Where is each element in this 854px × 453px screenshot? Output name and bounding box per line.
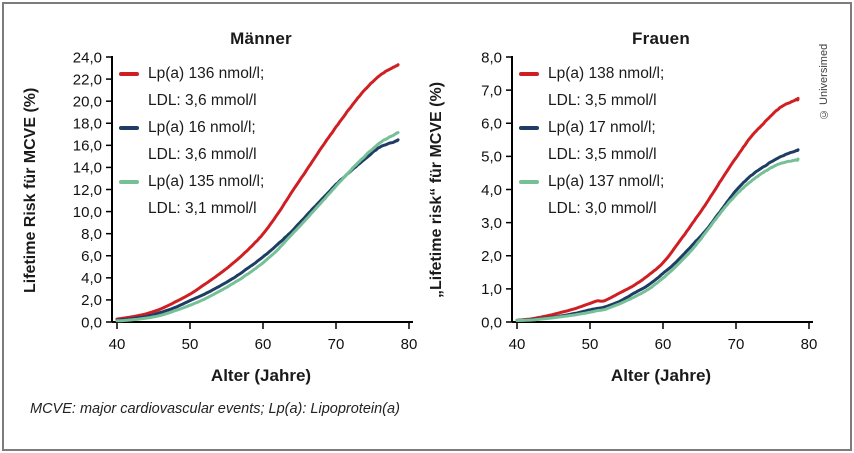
legend-dash (519, 72, 539, 76)
legend-label-line2: LDL: 3,0 mmol/l (548, 200, 657, 217)
legend-label-line1: Lp(a) 136 nmol/l; (148, 65, 265, 82)
legend-item: Lp(a) 135 nmol/l; LDL: 3,1 mmol/l (119, 168, 264, 222)
y-tick-label: 16,0 (73, 138, 102, 155)
x-tick-label: 70 (728, 336, 745, 353)
legend-dash (519, 126, 539, 130)
legend-frauen: Lp(a) 138 nmol/l; LDL: 3,5 mmol/l Lp(a) 17… (519, 60, 664, 222)
series-line-0 (515, 96, 800, 322)
y-tick-label: 5,0 (481, 149, 502, 166)
legend-dash (119, 126, 139, 130)
y-tick-label: 2,0 (481, 248, 502, 265)
legend-label-line2: LDL: 3,5 mmol/l (548, 92, 657, 109)
series-line-2 (515, 157, 800, 323)
y-tick-label: 8,0 (81, 226, 102, 243)
y-tick-label: 8,0 (481, 49, 502, 66)
legend-label: Lp(a) 136 nmol/l; LDL: 3,6 mmol/l (148, 60, 264, 114)
legend-label: Lp(a) 138 nmol/l; LDL: 3,5 mmol/l (548, 60, 664, 114)
y-tick-label: 6,0 (81, 248, 102, 265)
y-tick-label: 1,0 (481, 281, 502, 298)
y-axis-label-maenner: Lifetime Risk für MCVE (%) (22, 87, 39, 293)
legend-label-line2: LDL: 3,1 mmol/l (148, 200, 257, 217)
legend-label-line1: Lp(a) 16 nmol/l; (148, 119, 256, 136)
x-tick-label: 80 (401, 336, 418, 353)
legend-label-line1: Lp(a) 17 nmol/l; (548, 119, 656, 136)
y-tick-label: 0,0 (481, 314, 502, 331)
series-line-2 (115, 131, 400, 323)
y-tick-label: 14,0 (73, 160, 102, 177)
y-tick-label: 0,0 (81, 314, 102, 331)
x-tick-label: 60 (255, 336, 272, 353)
legend-label: Lp(a) 137 nmol/l; LDL: 3,0 mmol/l (548, 168, 664, 222)
footnote: MCVE: major cardiovascular events; Lp(a)… (30, 401, 400, 417)
y-tick-label: 12,0 (73, 182, 102, 199)
y-tick-label: 20,0 (73, 93, 102, 110)
y-tick-label: 22,0 (73, 71, 102, 88)
x-tick-label: 50 (182, 336, 199, 353)
x-tick-label: 80 (801, 336, 818, 353)
legend-label-line1: Lp(a) 138 nmol/l; (548, 65, 665, 82)
legend-item: Lp(a) 16 nmol/l; LDL: 3,6 mmol/l (119, 114, 264, 168)
legend-label-line1: Lp(a) 135 nmol/l; (148, 173, 265, 190)
series-line-1 (115, 138, 400, 322)
legend-label: Lp(a) 135 nmol/l; LDL: 3,1 mmol/l (148, 168, 264, 222)
y-tick-label: 10,0 (73, 204, 102, 221)
y-tick-label: 7,0 (481, 82, 502, 99)
y-tick-label: 6,0 (481, 116, 502, 133)
copyright-credit: © Universimed (818, 43, 830, 120)
y-tick-label: 4,0 (81, 270, 102, 287)
legend-item: Lp(a) 136 nmol/l; LDL: 3,6 mmol/l (119, 60, 264, 114)
x-tick-label: 50 (582, 336, 599, 353)
x-tick-label: 40 (109, 336, 126, 353)
legend-dash (119, 72, 139, 76)
legend-maenner: Lp(a) 136 nmol/l; LDL: 3,6 mmol/l Lp(a) 16… (119, 60, 264, 222)
chart-maenner: 0,0 2,0 4,0 6,0 8,0 10,0 12,0 14,0 16,0 18,0 20,0 2… (73, 49, 418, 353)
x-tick-label: 60 (655, 336, 672, 353)
y-tick-label: 18,0 (73, 116, 102, 133)
legend-dash (119, 180, 139, 184)
legend-item: Lp(a) 137 nmol/l; LDL: 3,0 mmol/l (519, 168, 664, 222)
chart-title-frauen: Frauen (632, 29, 690, 48)
y-axis-label-frauen: „Lifetime risk“ für MCVE (%) (428, 81, 445, 299)
chart-frauen: 0,0 1,0 2,0 3,0 4,0 5,0 6,0 7,0 8,0 40 50 60 70 80 (481, 49, 817, 353)
legend-label: Lp(a) 17 nmol/l; LDL: 3,5 mmol/l (548, 114, 657, 168)
legend-label-line1: Lp(a) 137 nmol/l; (548, 173, 665, 190)
chart-title-maenner: Männer (230, 29, 292, 48)
x-tick-label: 70 (328, 336, 345, 353)
y-tick-label: 3,0 (481, 215, 502, 232)
series-line-0 (115, 63, 400, 321)
legend-label: Lp(a) 16 nmol/l; LDL: 3,6 mmol/l (148, 114, 257, 168)
x-axis-label-frauen: Alter (Jahre) (610, 366, 712, 385)
legend-item: Lp(a) 138 nmol/l; LDL: 3,5 mmol/l (519, 60, 664, 114)
x-axis-label-maenner: Alter (Jahre) (210, 366, 312, 385)
x-tick-label: 40 (509, 336, 526, 353)
legend-dash (519, 180, 539, 184)
legend-item: Lp(a) 17 nmol/l; LDL: 3,5 mmol/l (519, 114, 664, 168)
legend-label-line2: LDL: 3,6 mmol/l (148, 146, 257, 163)
y-tick-label: 4,0 (481, 182, 502, 199)
y-tick-label: 2,0 (81, 292, 102, 309)
legend-label-line2: LDL: 3,5 mmol/l (548, 146, 657, 163)
y-tick-label: 24,0 (73, 49, 102, 66)
legend-label-line2: LDL: 3,6 mmol/l (148, 92, 257, 109)
